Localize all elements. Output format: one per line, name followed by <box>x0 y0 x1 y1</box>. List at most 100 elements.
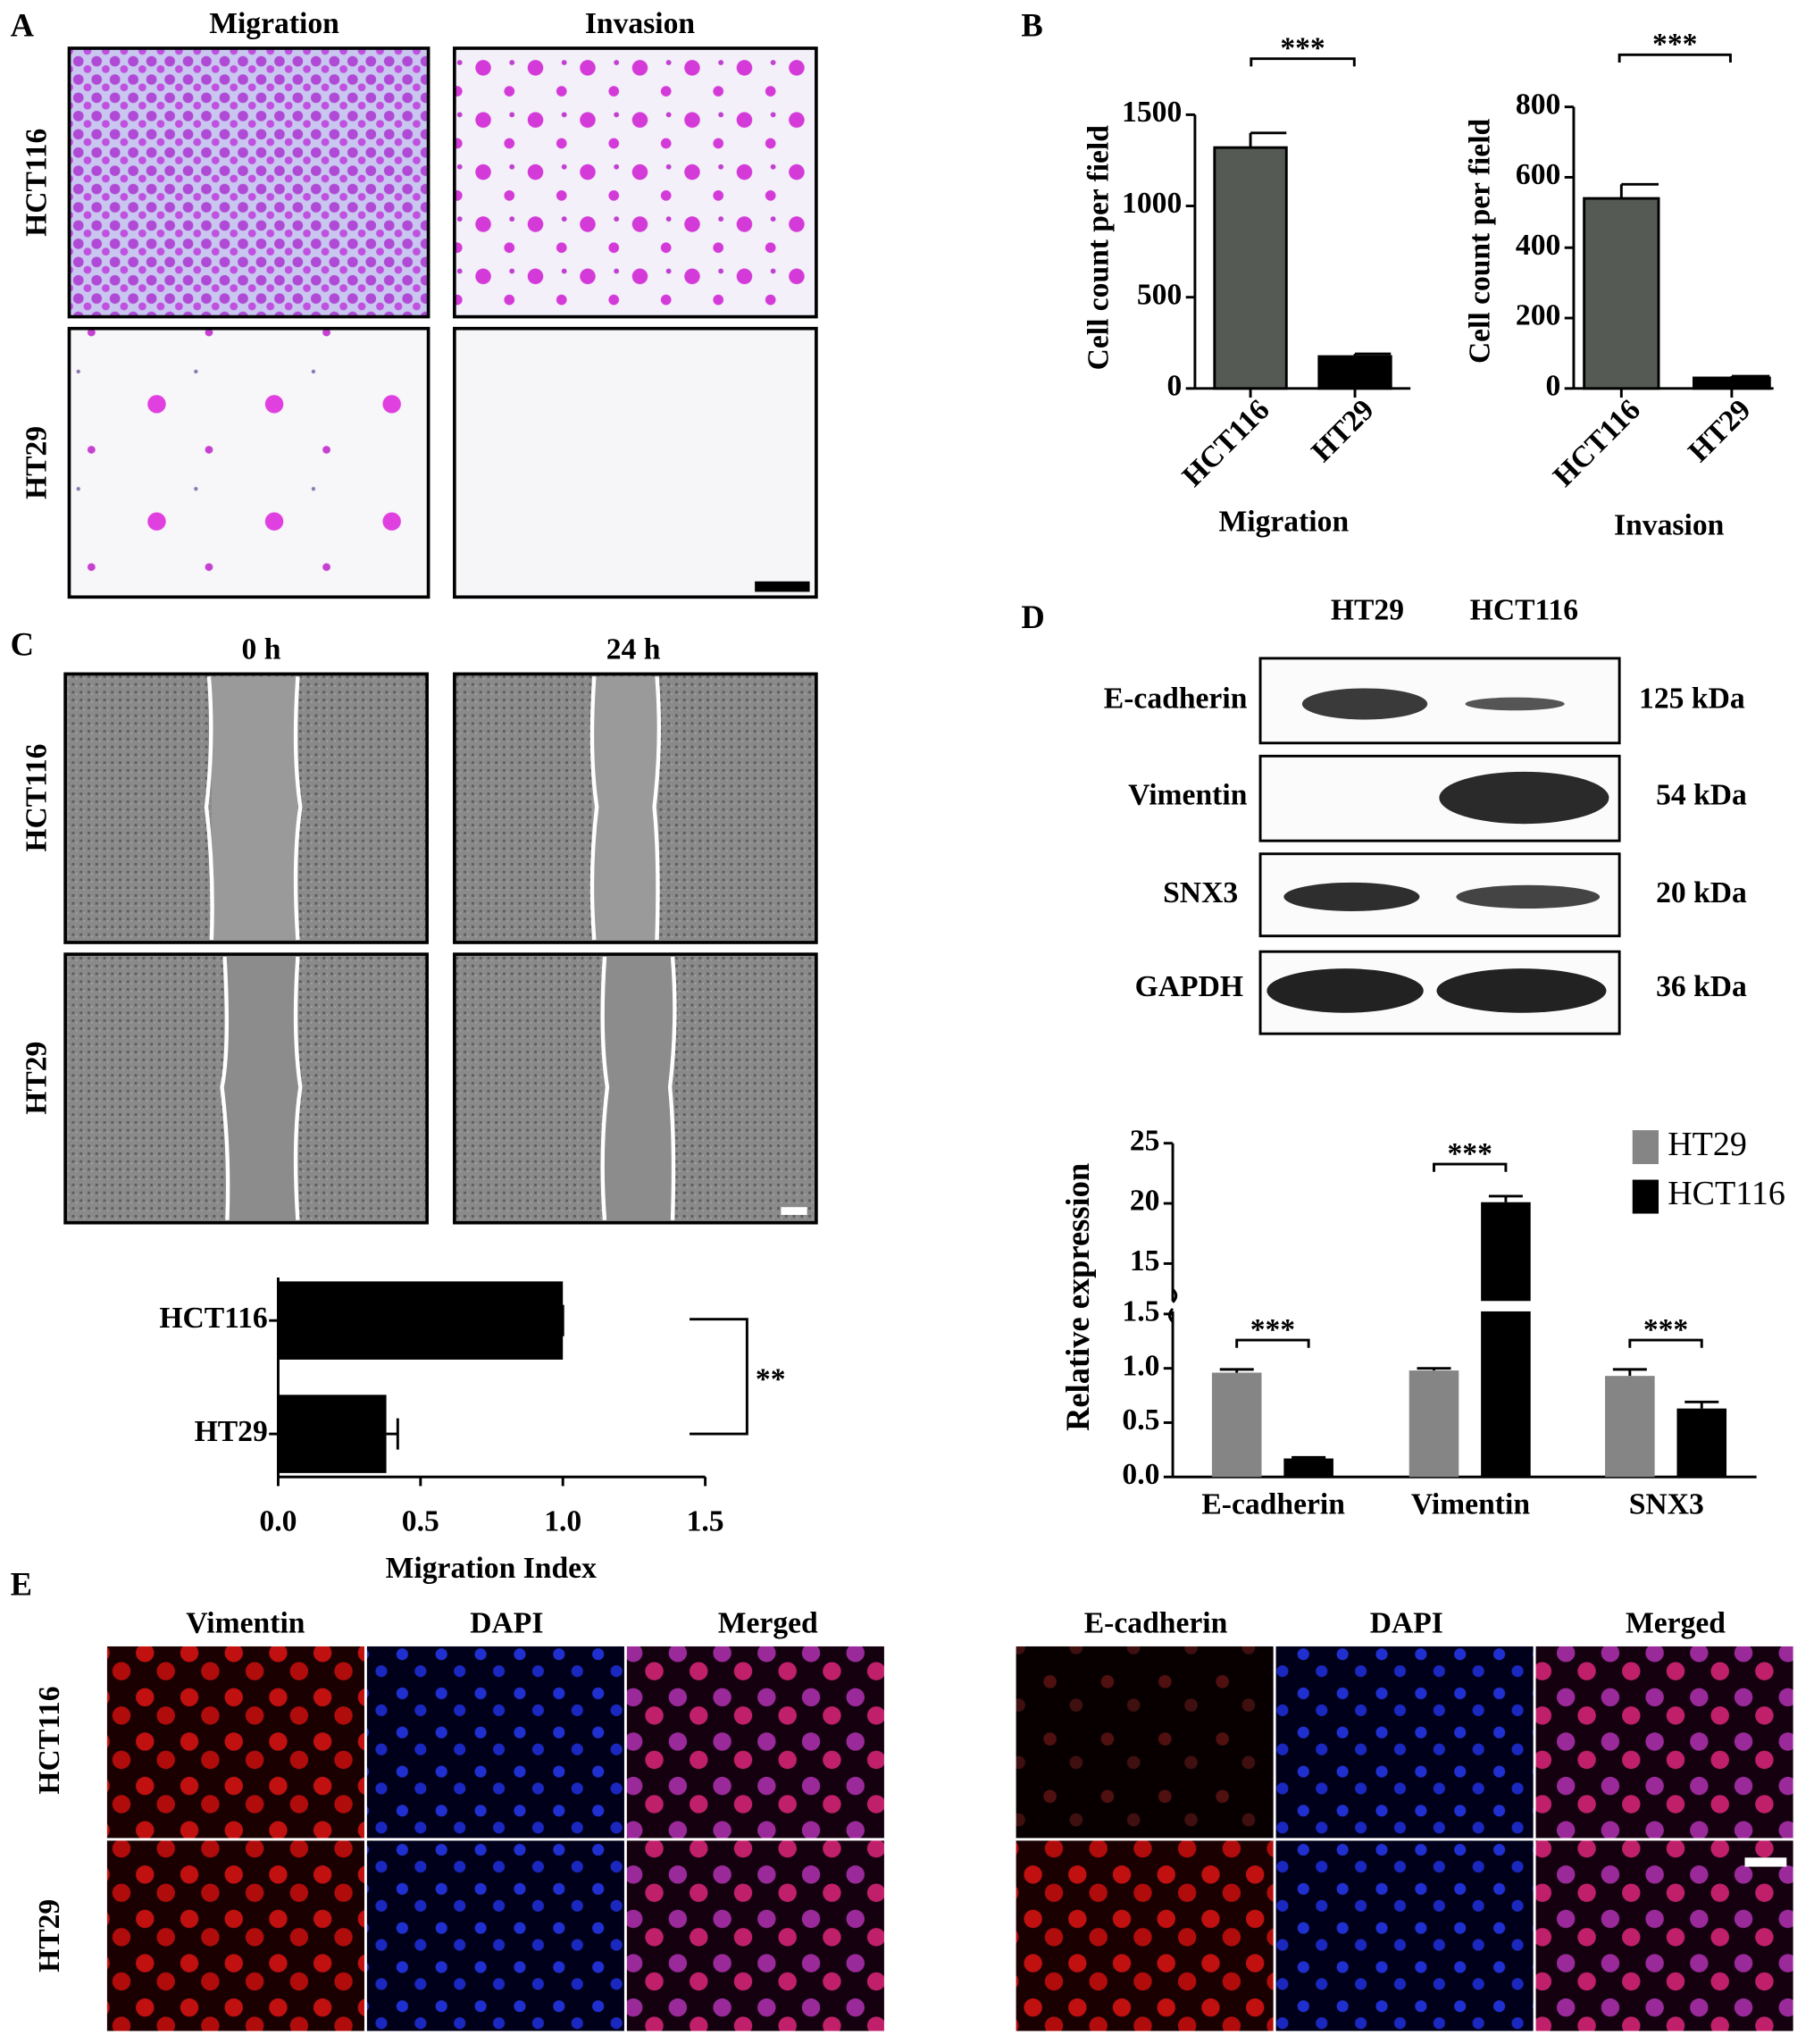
y-tick-label: 0.5 <box>1122 1403 1159 1437</box>
panel-label: B <box>1021 7 1042 44</box>
bar <box>1409 1370 1459 1478</box>
row-label: HT29 <box>33 1899 66 1973</box>
blot <box>1258 657 1621 1035</box>
x-tick-label: 1.0 <box>544 1505 581 1538</box>
micrograph <box>106 1646 364 1839</box>
blot-band <box>1283 882 1420 911</box>
legend-swatch <box>1632 1130 1659 1165</box>
bar <box>1583 197 1660 390</box>
x-tick-label: SNX3 <box>1629 1488 1704 1521</box>
y-axis-label: Cell count per field <box>1463 119 1496 364</box>
bar <box>1693 376 1771 390</box>
y-tick-label: 600 <box>1516 158 1560 191</box>
significance-bracket <box>1235 1338 1310 1348</box>
axis-break <box>1157 1301 1742 1311</box>
significance-label: *** <box>1280 32 1325 65</box>
legend-label: HT29 <box>1668 1126 1747 1163</box>
column-title: 0 h <box>241 632 280 666</box>
wound-gap <box>591 676 657 941</box>
y-tick-label: 800 <box>1516 88 1560 121</box>
y-axis-label: Cell count per field <box>1082 125 1115 371</box>
x-axis-label: Migration Index <box>386 1552 597 1585</box>
micrograph <box>1275 1840 1534 2031</box>
bar <box>1605 1376 1655 1478</box>
significance-label: *** <box>1447 1137 1492 1170</box>
scale-bar <box>755 581 810 592</box>
wound-gap <box>603 957 673 1220</box>
micrograph <box>1275 1646 1534 1839</box>
panel-label: E <box>11 1566 32 1603</box>
size-label: 36 kDa <box>1656 970 1747 1003</box>
column-title: Invasion <box>585 7 696 40</box>
legend-swatch <box>1632 1179 1659 1214</box>
column-title: Migration <box>209 7 339 40</box>
micrograph <box>1535 1646 1793 1839</box>
significance-bracket <box>1618 53 1732 63</box>
scale-bar <box>1744 1857 1787 1867</box>
micrograph <box>1016 1840 1274 2031</box>
bar <box>1676 1408 1727 1478</box>
significance-bracket <box>690 1318 748 1436</box>
column-title: 24 h <box>606 632 661 666</box>
row-label: HT29 <box>21 1042 54 1115</box>
column-title: DAPI <box>1370 1606 1443 1639</box>
panel-label: C <box>11 626 34 663</box>
y-tick-label: HCT116 <box>159 1302 267 1335</box>
column-title: Vimentin <box>186 1606 305 1639</box>
bar <box>1317 355 1392 390</box>
bar <box>1283 1458 1333 1478</box>
legend-label: HCT116 <box>1668 1175 1785 1212</box>
axis-break-mark <box>1167 1288 1178 1323</box>
micrograph <box>106 1840 364 2031</box>
bar <box>278 1395 387 1473</box>
y-tick-label: 400 <box>1516 229 1560 262</box>
y-tick-label: 20 <box>1130 1185 1160 1218</box>
blot-band <box>1266 968 1424 1013</box>
y-tick-label: 15 <box>1130 1244 1160 1278</box>
x-axis-label: Invasion <box>1614 509 1725 542</box>
y-tick-label: 1000 <box>1122 187 1182 220</box>
bar <box>278 1281 564 1360</box>
fluorescence-grid <box>106 1646 1793 2031</box>
size-label: 125 kDa <box>1639 683 1745 716</box>
protein-label: E-cadherin <box>1104 683 1248 716</box>
row-label: HCT116 <box>21 743 54 851</box>
x-tick-label: Vimentin <box>1411 1488 1531 1521</box>
row-label: HCT116 <box>21 129 54 237</box>
x-tick-label: HCT116 <box>1176 393 1276 493</box>
significance-label: *** <box>1652 28 1697 61</box>
bar <box>1481 1202 1531 1478</box>
size-label: 20 kDa <box>1656 876 1747 909</box>
significance-label: *** <box>1250 1313 1295 1346</box>
row-label: HCT116 <box>33 1686 66 1794</box>
micrograph <box>453 326 818 599</box>
blot-band <box>1436 968 1607 1013</box>
y-tick-label: HT29 <box>195 1415 268 1448</box>
micrograph <box>67 46 431 319</box>
row-label: HT29 <box>21 426 54 499</box>
significance-label: ** <box>756 1362 786 1395</box>
y-tick-label: 500 <box>1137 278 1182 311</box>
micrograph <box>1016 1646 1274 1839</box>
micrograph <box>626 1840 884 2031</box>
y-tick-label: 0 <box>1166 370 1182 403</box>
scale-bar <box>781 1207 807 1215</box>
y-tick-label: 1.0 <box>1122 1349 1159 1382</box>
micrograph <box>626 1646 884 1839</box>
panel-label: A <box>11 7 35 44</box>
protein-label: GAPDH <box>1135 970 1243 1003</box>
size-label: 54 kDa <box>1656 779 1747 812</box>
blot-band <box>1439 771 1609 825</box>
column-title: Merged <box>1626 1606 1726 1639</box>
bar <box>1211 1372 1262 1478</box>
significance-bracket <box>1433 1162 1508 1172</box>
x-tick-label: HT29 <box>1305 393 1380 468</box>
protein-label: Vimentin <box>1128 779 1248 812</box>
significance-label: *** <box>1643 1313 1688 1346</box>
micrograph <box>366 1840 624 2031</box>
column-title: E-cadherin <box>1084 1606 1228 1639</box>
significance-bracket <box>1250 57 1356 67</box>
y-tick-label: 0.0 <box>1122 1458 1159 1491</box>
